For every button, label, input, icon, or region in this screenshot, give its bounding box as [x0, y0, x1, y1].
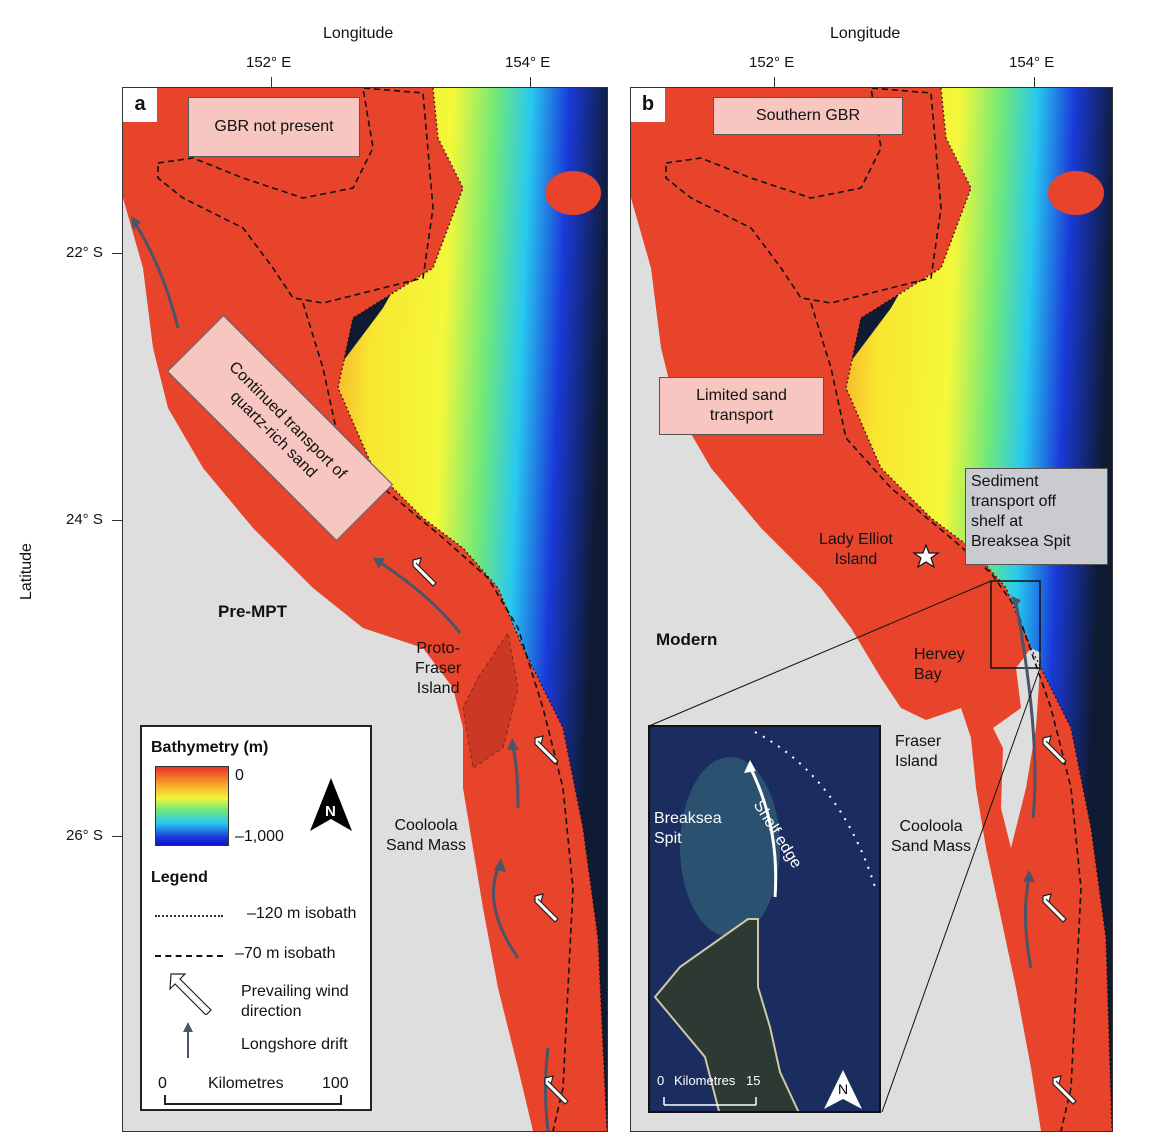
- scale-unit: Kilometres: [208, 1075, 284, 1092]
- inset-extent-box: [990, 580, 1041, 669]
- legend-item: Longshore drift: [241, 1036, 348, 1053]
- x-tick: 154° E: [1009, 54, 1055, 71]
- sediment-drift-arrow: [748, 766, 778, 898]
- label-pre-mpt: Pre-MPT: [218, 602, 287, 621]
- scale-bar: [164, 1095, 342, 1105]
- wind-arrow: [1042, 893, 1067, 923]
- north-arrow-icon: [310, 778, 352, 831]
- annotation-gbr-not-present: GBR not present: [188, 97, 360, 157]
- y-tick: 26° S: [66, 827, 103, 844]
- y-axis-label: Latitude: [18, 543, 35, 600]
- wind-arrow: [1042, 735, 1067, 765]
- lady-elliot-star-icon: [912, 543, 940, 569]
- scale-max: 100: [322, 1075, 349, 1092]
- label-proto-fraser-island: Proto- Fraser Island: [415, 640, 462, 697]
- x-axis-label-a: Longitude: [323, 25, 394, 42]
- x-axis-label-b: Longitude: [830, 25, 901, 42]
- bathymetry-min: –1,000: [235, 828, 284, 845]
- isobath-120-swatch: [155, 915, 223, 917]
- longshore-drift-arrow: [380, 561, 462, 634]
- north-arrow-icon: [824, 1070, 862, 1109]
- label-fraser-island: Fraser Island: [895, 733, 942, 770]
- satellite-inset: Breaksea Spit Shelf edge 0 Kilometres 15…: [648, 725, 881, 1113]
- inset-scale-unit: Kilometres: [674, 1073, 736, 1088]
- label-hervey-bay: Hervey Bay: [914, 646, 965, 683]
- label-modern: Modern: [656, 630, 718, 649]
- y-tick: 22° S: [66, 244, 103, 261]
- label-cooloola-sand-mass-b: Cooloola Sand Mass: [891, 818, 972, 855]
- panel-letter-b: b: [631, 88, 665, 122]
- annotation-sediment-transport: Sediment transport off shelf at Breaksea…: [965, 468, 1108, 565]
- legend-title: Legend: [151, 869, 208, 886]
- longshore-drift-arrow: [492, 867, 520, 959]
- inset-scale-max: 15: [746, 1073, 761, 1088]
- wind-arrow: [412, 557, 437, 587]
- wind-arrow: [1052, 1075, 1077, 1105]
- label-breaksea-spit: Breaksea Spit: [654, 810, 722, 847]
- y-tick: 24° S: [66, 511, 103, 528]
- bathymetry-max: 0: [235, 767, 244, 784]
- label-lady-elliot-island: Lady Elliot Island: [819, 531, 893, 568]
- longshore-drift-arrow: [133, 222, 180, 329]
- wind-arrow: [534, 735, 559, 765]
- bathymetry-colorbar: [155, 766, 229, 846]
- longshore-drift-icon: [183, 1022, 193, 1058]
- legend-item: –120 m isobath: [247, 905, 357, 922]
- wind-arrow: [544, 1075, 569, 1105]
- x-tick: 152° E: [749, 54, 795, 71]
- longshore-drift-arrow: [544, 1047, 550, 1131]
- panel-letter-a: a: [123, 88, 157, 122]
- longshore-drift-arrow: [511, 747, 520, 809]
- north-label: N: [325, 803, 336, 820]
- wind-arrow-icon: [169, 973, 212, 1015]
- inset-scale-0: 0: [657, 1073, 665, 1088]
- annotation-southern-gbr: Southern GBR: [713, 97, 903, 135]
- legend: Bathymetry (m) 0 –1,000 N Legend –120 m …: [140, 725, 372, 1111]
- legend-item: –70 m isobath: [235, 945, 336, 962]
- isobath-70-swatch: [155, 955, 223, 957]
- label-cooloola-sand-mass-a: Cooloola Sand Mass: [386, 817, 467, 854]
- longshore-drift-arrow: [1014, 602, 1037, 819]
- legend-item: Prevailing wind direction: [241, 983, 349, 1020]
- annotation-limited-sand-transport: Limited sand transport: [659, 377, 824, 435]
- x-tick: 154° E: [505, 54, 551, 71]
- wind-arrow: [534, 893, 559, 923]
- bathymetry-title: Bathymetry (m): [151, 739, 269, 756]
- scale-0: 0: [158, 1075, 167, 1092]
- longshore-drift-arrow: [1023, 877, 1033, 969]
- x-tick: 152° E: [246, 54, 292, 71]
- inset-north-label: N: [838, 1081, 849, 1097]
